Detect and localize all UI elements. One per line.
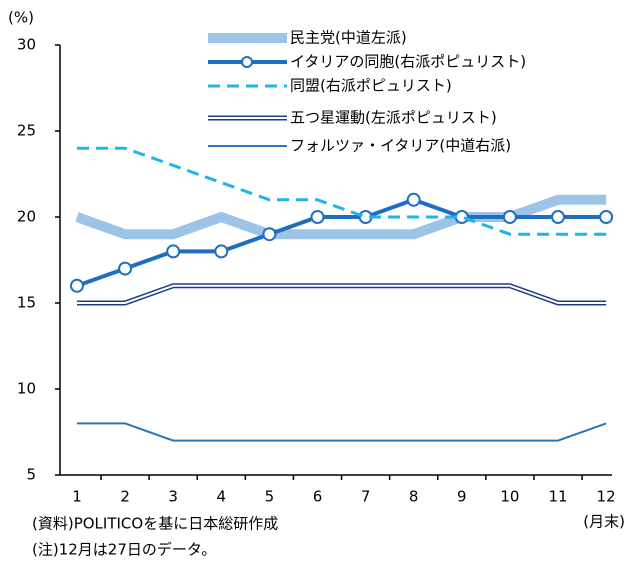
legend-label: 同盟(右派ポピュリスト) [290,77,452,95]
x-tick-label: 8 [409,488,419,506]
legend-marker [241,56,253,68]
y-tick-label: 15 [17,294,36,312]
x-tick-label: 6 [313,488,323,506]
series-marker [118,261,133,276]
series-marker [214,244,229,259]
x-tick-label: 9 [457,488,467,506]
series-marker [502,210,517,224]
series-line [76,197,607,288]
note: (資料)POLITICOを基に日本総研作成 [32,515,278,533]
series-marker [406,192,421,207]
legend-label: フォルツァ・イタリア(中道右派) [290,137,511,155]
x-tick-label: 3 [168,488,178,506]
x-tick-label: 11 [548,488,567,506]
x-tick-label: 2 [120,488,130,506]
x-tick-label: 1 [72,488,82,506]
unit-label: (%) [8,9,34,27]
series-marker [70,278,84,293]
x-unit-label: (月末) [583,513,625,531]
y-tick-label: 30 [17,36,36,54]
y-tick-label: 5 [26,466,36,484]
series-line [77,283,607,306]
series-line-inner [77,284,607,304]
x-tick-label: 5 [265,488,275,506]
legend-label: 民主党(中道左派) [290,29,407,47]
series-marker [599,210,614,224]
series-line [77,146,607,236]
note: (注)12月は27日のデータ。 [32,541,216,559]
series-marker [310,210,325,224]
legend-label: イタリアの同胞(右派ポピュリスト) [290,53,526,71]
x-tick-label: 4 [217,488,227,506]
y-tick-label: 10 [17,380,36,398]
x-tick-label: 10 [500,488,519,506]
x-tick-label: 7 [361,488,371,506]
series-marker [166,244,181,259]
y-tick-label: 20 [17,208,36,226]
series-line [75,194,607,240]
y-tick-label: 25 [17,122,36,140]
series-line [77,422,607,442]
legend-label: 五つ星運動(左派ポピュリスト) [290,109,497,127]
x-tick-label: 12 [597,488,616,506]
series-marker [551,210,565,224]
series-marker [262,227,277,242]
